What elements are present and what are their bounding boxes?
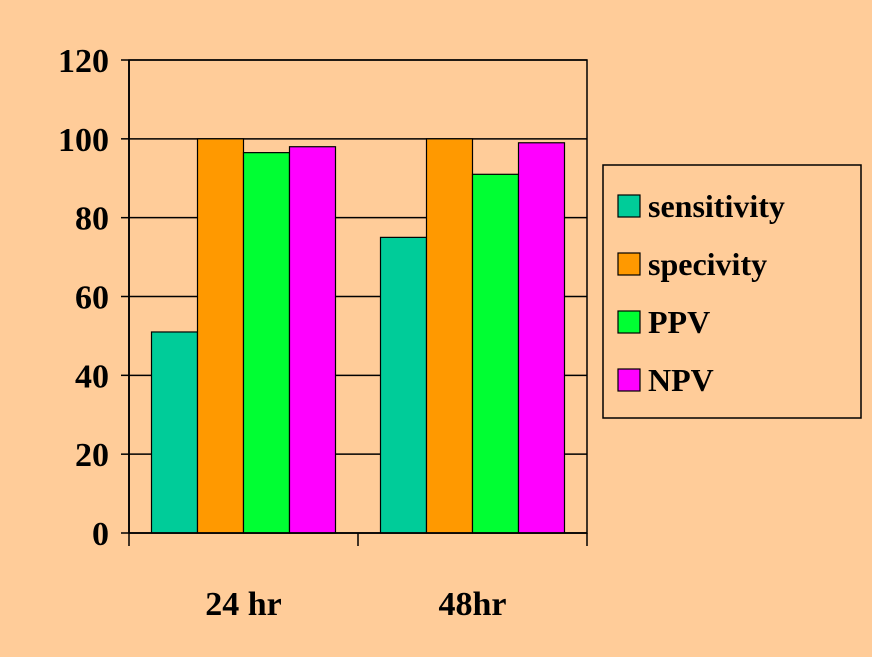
axes: 0 20 40 60 80 100 120 24 hr 48hr: [58, 43, 588, 623]
legend-label-npv: NPV: [648, 362, 714, 398]
bar-sensitivity-1: [379, 236, 428, 534]
x-tick-label: 48hr: [439, 586, 507, 623]
y-tick-label: 100: [58, 122, 109, 159]
bars: [150, 138, 566, 534]
y-tick-label: 60: [75, 280, 109, 317]
legend-label-specivity: specivity: [648, 246, 767, 282]
y-tick-label: 120: [58, 43, 109, 80]
y-tick-label: 0: [92, 516, 109, 553]
x-tick-label: 24 hr: [205, 586, 282, 623]
bar-sensitivity-0: [150, 331, 199, 534]
bar-ppv-1: [471, 173, 520, 534]
bar-specivity-1: [425, 138, 474, 534]
bar-npv-0: [288, 146, 337, 534]
legend: sensitivity specivity PPV NPV: [602, 164, 862, 419]
bar-npv-1: [517, 142, 566, 534]
y-tick-label: 80: [75, 201, 109, 238]
y-tick-label: 20: [75, 437, 109, 474]
y-tick-label: 40: [75, 358, 109, 395]
legend-swatch-ppv: [617, 310, 641, 334]
legend-label-sensitivity: sensitivity: [648, 188, 785, 224]
bar-ppv-0: [242, 152, 291, 534]
legend-box: [602, 164, 862, 419]
bar-specivity-0: [196, 138, 245, 534]
legend-swatch-npv: [617, 368, 641, 392]
legend-swatch-specivity: [617, 252, 641, 276]
legend-swatch-sensitivity: [617, 194, 641, 218]
legend-label-ppv: PPV: [648, 304, 710, 340]
